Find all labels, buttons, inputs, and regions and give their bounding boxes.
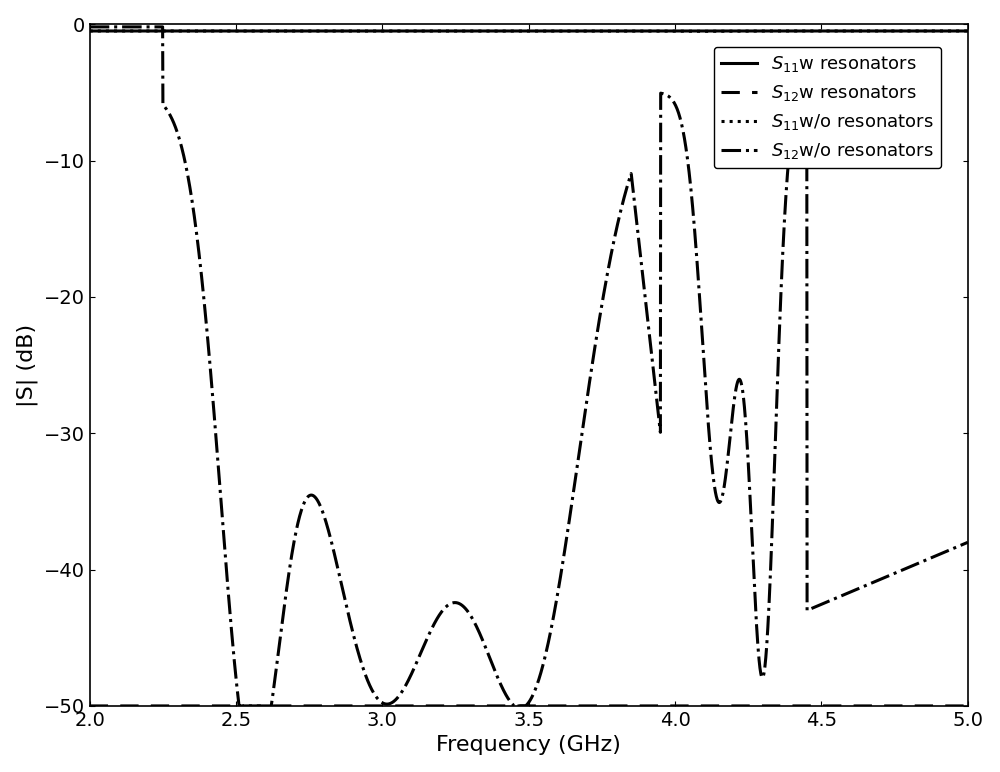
X-axis label: Frequency (GHz): Frequency (GHz) [436,736,621,755]
Legend: $S_{11}$w resonators, $S_{12}$w resonators, $S_{11}$w/o resonators, $S_{12}$w/o : $S_{11}$w resonators, $S_{12}$w resonato… [714,47,941,168]
Y-axis label: |S| (dB): |S| (dB) [17,323,38,407]
